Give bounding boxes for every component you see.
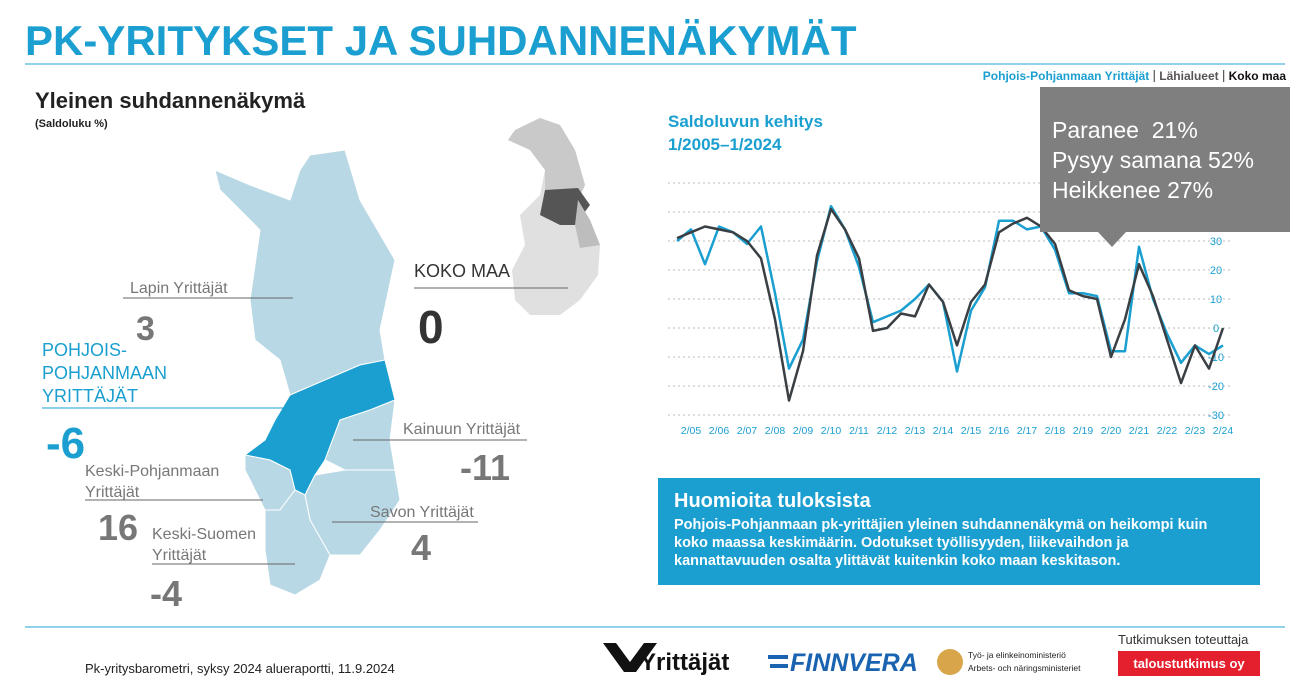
x-tick-label: 2/18 [1045,425,1066,437]
tooltip-line: Heikkenee 27% [1052,177,1213,203]
logo-yrittajat: Yrittäjät [640,649,729,676]
chart-subtitle: 1/2005–1/2024 [668,135,782,154]
region-value: -6 [46,419,85,468]
logo-ministry: Työ- ja elinkeinoministeriö [968,650,1066,660]
notes-box [658,478,1260,585]
region-label: Savon Yrittäjät [370,504,474,521]
nav-link[interactable]: Koko maa [1229,69,1287,83]
nav-link[interactable]: Lähialueet [1159,69,1218,83]
tooltip-line: Paranee 21% [1052,117,1198,143]
inset-region [575,200,600,248]
x-tick-label: 2/12 [877,425,898,437]
x-tick-label: 2/19 [1073,425,1094,437]
y-tick-label: 10 [1210,294,1222,306]
y-tick-label: -30 [1208,410,1224,422]
nav-link[interactable]: Pohjois-Pohjanmaan Yrittäjät [983,69,1149,83]
region-label: Kainuun Yrittäjät [403,421,521,438]
notes-title: Huomioita tuloksista [674,490,872,512]
region-kainuu [324,399,396,471]
y-tick-label: 0 [1213,323,1219,335]
y-tick-label: 20 [1210,265,1222,277]
region-value: 4 [411,527,431,568]
y-tick-label: 30 [1210,236,1222,248]
nav: Koko maa Lähialueet Pohjois-Pohjanmaan Yri… [983,69,1287,83]
x-tick-label: 2/09 [793,425,814,437]
notes-text: koko maassa keskimäärin. Odotukset työll… [674,535,1129,551]
series-line [676,204,1224,373]
x-tick-label: 2/06 [709,425,730,437]
logo-finnvera: FINNVERA [790,649,918,677]
series-line [676,207,1225,402]
logo-ministry: Arbets- och näringsministeriet [968,663,1081,673]
map-title: Yleinen suhdannenäkymä [35,88,306,113]
footer-source: Pk-yritysbarometri, syksy 2024 aluerapor… [85,661,395,676]
x-tick-label: 2/15 [961,425,982,437]
notes-text: Pohjois-Pohjanmaan pk-yrittäjien yleinen… [674,517,1207,533]
notes-text: kannattavuuden osalta ylittävät kuitenki… [674,553,1120,569]
region-value: 0 [418,301,444,353]
tooltip-box [1040,87,1290,247]
x-tick-label: 2/07 [737,425,758,437]
region-label: YRITTÄJÄT [42,386,138,406]
x-tick-label: 2/17 [1017,425,1038,437]
x-tick-label: 2/22 [1157,425,1178,437]
region-label: KOKO MAA [414,261,510,281]
region-label: Lapin Yrittäjät [130,280,228,297]
region-label: Keski-Pohjanmaan [85,463,219,480]
tooltip-line: Pysyy samana 52% [1052,147,1254,173]
logo-caption: Tutkimuksen toteuttaja [1118,632,1249,647]
inset-region [508,118,585,200]
page-title: PK-YRITYKSET JA SUHDANNENÄKYMÄT [25,17,857,64]
x-tick-label: 2/21 [1129,425,1150,437]
region-label: Keski-Suomen [152,526,256,543]
logo-mark [770,664,788,668]
x-tick-label: 2/08 [765,425,786,437]
map-subtitle: (Saldoluku %) [35,118,108,130]
x-tick-label: 2/05 [681,425,702,437]
region-value: -11 [460,447,510,488]
region-label: Yrittäjät [152,547,207,564]
x-tick-label: 2/11 [849,425,869,437]
region-label: POHJANMAAN [42,363,167,383]
region-value: 16 [98,507,138,548]
x-tick-label: 2/14 [933,425,954,437]
x-tick-label: 2/10 [821,425,842,437]
x-tick-label: 2/16 [989,425,1010,437]
y-tick-label: -20 [1208,381,1224,393]
logo-mark [768,655,788,659]
x-tick-label: 2/23 [1185,425,1206,437]
x-tick-label: 2/20 [1101,425,1122,437]
region-value: -4 [150,573,182,614]
region-value: 3 [136,310,155,348]
region-label: POHJOIS- [42,340,127,360]
region-lappi [214,149,396,396]
region-keski-suomi [264,489,331,596]
x-tick-label: 2/24 [1213,425,1234,437]
chart-title: Saldoluvun kehitys [668,112,823,131]
x-tick-label: 2/13 [905,425,926,437]
map: Lapin Yrittäjät 3 POHJOIS- POHJANMAAN YRITTÄ… [42,118,600,614]
tooltip: Paranee 21% Pysyy samana 52% Heikkenee 2… [1040,87,1290,247]
logo-mark [603,643,657,672]
region-label: Yrittäjät [85,484,140,501]
logo-box [1118,651,1260,676]
logo-mark [937,649,963,675]
logo-taloustutkimus: taloustutkimus oy [1133,656,1245,671]
